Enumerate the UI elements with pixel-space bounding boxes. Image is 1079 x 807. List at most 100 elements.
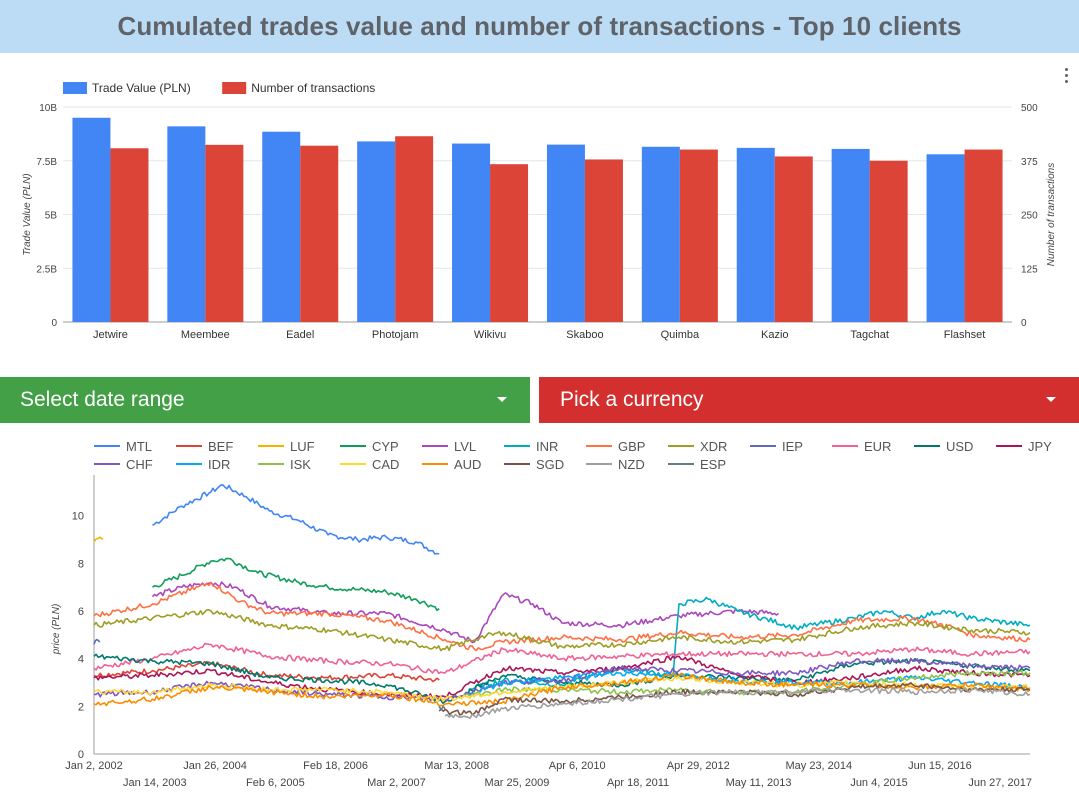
x-tick-label: Mar 2, 2007 [367,777,426,789]
bar-transactions [300,145,339,322]
line-chart: 0 2 4 6 8 10 price (PLN) Jan 2, 2002 Jan 26, 200… [51,439,1052,789]
x-tick-label: Quimba [661,329,700,341]
bar-trade-value [452,143,491,322]
series-line [93,642,1031,675]
legend-label: CAD [372,457,399,472]
legend-label: LUF [290,439,315,454]
date-range-dropdown[interactable]: Select date range [0,377,530,423]
menu-dot [1064,73,1068,77]
legend-label: XDR [700,439,727,454]
x-tick-label: Jan 2, 2002 [65,760,123,772]
y-tick-label: 10 [72,511,84,523]
x-tick-label: Mar 13, 2008 [424,760,489,772]
bar-transactions [490,164,529,322]
x-tick-label: Tagchat [850,329,889,341]
bar-trade-value [926,154,965,322]
series-line [468,596,1031,691]
date-range-label: Select date range [20,388,185,411]
series-line [94,657,1031,702]
x-tick-label: Apr 29, 2012 [667,760,730,772]
legend-label: Number of transactions [251,81,375,95]
y-tick-label: 10B [39,103,57,114]
bar-trade-value [546,144,585,322]
legend-label: Trade Value (PLN) [92,81,191,95]
bar-transactions [584,159,623,322]
legend-label: USD [946,439,973,454]
y-tick-label: 6 [78,606,84,618]
series-line [93,609,1031,652]
series-line [444,686,1031,720]
y-axis-title: price (PLN) [51,604,62,656]
legend-label: INR [536,439,558,454]
legend-label: BEF [208,439,233,454]
x-tick-label: Feb 6, 2005 [246,777,305,789]
menu-dot [1064,67,1068,71]
bar-transactions [774,156,813,322]
page-title: Cumulated trades value and number of tra… [117,11,962,41]
bar-trade-value [262,131,301,322]
x-tick-label: Apr 6, 2010 [549,760,606,772]
x-tick-label: Skaboo [566,329,603,341]
bar-chart: 0 2.5B 5B 7.5B 10B 0 125 250 375 500 Trade Value (… [22,81,1057,341]
currency-dropdown[interactable]: Pick a currency [539,377,1079,423]
series-line [93,655,1031,700]
series-line [152,557,440,612]
bar-transactions [205,144,244,322]
x-tick-label: Jan 26, 2004 [183,760,247,772]
page-header: Cumulated trades value and number of tra… [0,0,1079,53]
x-tick-label: Jetwire [93,329,128,341]
series-line [462,669,1031,698]
x-tick-label: Jan 14, 2003 [123,777,187,789]
legend-label: ESP [700,457,726,472]
legend-label: ISK [290,457,311,472]
x-tick-label: Wikivu [474,329,506,341]
legend-swatch [63,82,87,94]
y2-tick-label: 250 [1021,211,1038,222]
series-line [93,581,1031,652]
x-tick-label: Jun 15, 2016 [908,760,972,772]
y-tick-label: 7.5B [36,157,57,168]
y-tick-label: 0 [78,749,84,761]
bar-trade-value [167,126,206,322]
more-options-icon[interactable] [1059,64,1073,86]
bar-transactions [395,136,434,322]
y-tick-label: 0 [51,318,57,329]
x-tick-label: Jun 4, 2015 [850,777,908,789]
legend-label: CYP [372,439,399,454]
bar-trade-value [831,148,870,322]
legend-label: MTL [126,439,152,454]
legend-label: IDR [208,457,230,472]
dropdown-caret-icon [1046,397,1056,402]
x-tick-label: Kazio [761,329,789,341]
y2-tick-label: 125 [1021,264,1038,275]
currency-label: Pick a currency [560,388,704,411]
series-line [438,705,446,711]
y-tick-label: 8 [78,558,84,570]
series-line [93,638,101,645]
x-tick-label: Mar 25, 2009 [485,777,550,789]
legend-label: JPY [1028,439,1052,454]
series-line [93,536,104,543]
legend-label: EUR [864,439,891,454]
x-tick-label: Eadel [286,329,314,341]
y-tick-label: 4 [78,654,84,666]
x-tick-label: Apr 18, 2011 [607,777,669,789]
series-line [152,484,440,555]
legend-label: GBP [618,439,645,454]
bar-trade-value [736,147,775,322]
y2-axis-title: Number of transactions [1046,163,1057,266]
y-tick-label: 5B [45,211,58,222]
legend-label: SGD [536,457,564,472]
dropdown-caret-icon [497,397,507,402]
menu-dot [1064,79,1068,83]
series-line [151,581,779,644]
bar-transactions [869,160,908,322]
series-line [93,653,1031,704]
bar-transactions [110,148,149,322]
y-tick-label: 2.5B [36,264,57,275]
x-tick-label: May 11, 2013 [726,777,792,789]
x-tick-label: Jun 27, 2017 [968,777,1032,789]
x-tick-label: Meembee [181,329,230,341]
y-axis-title: Trade Value (PLN) [22,173,33,255]
bar-trade-value [72,117,111,322]
